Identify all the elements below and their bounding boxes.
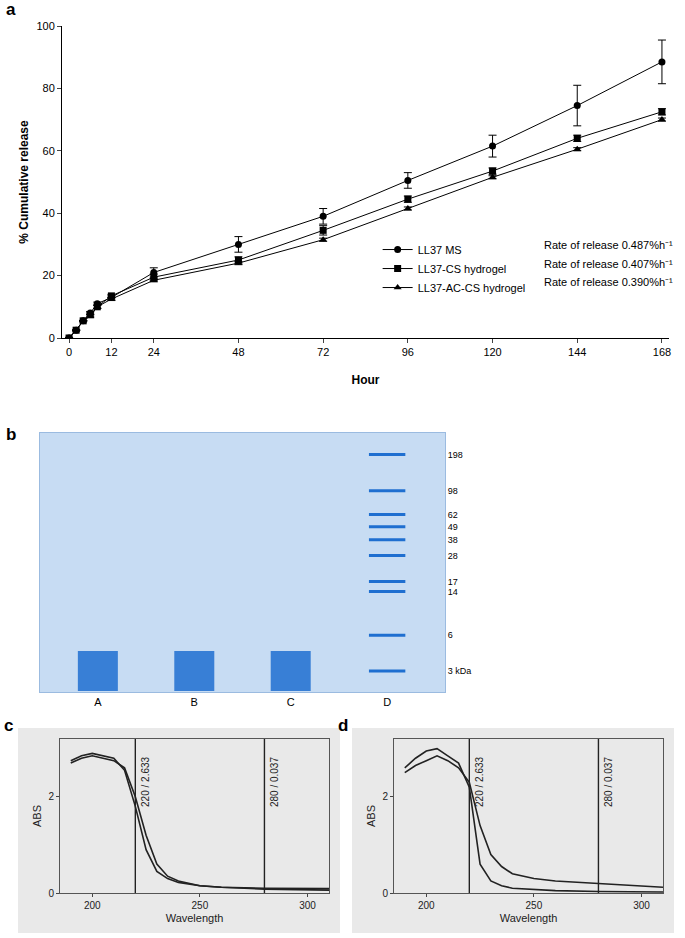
html-text:d: d [338,716,349,735]
svg-text:Wavelength: Wavelength [166,912,224,924]
svg-text:0: 0 [49,332,55,344]
svg-text:300: 300 [299,900,316,911]
svg-text:D: D [383,696,391,708]
svg-text:0: 0 [48,888,54,899]
svg-text:96: 96 [402,346,414,358]
svg-text:0: 0 [382,888,388,899]
svg-text:3 kDa: 3 kDa [448,666,472,676]
svg-text:24: 24 [148,346,160,358]
svg-text:28: 28 [448,551,458,561]
svg-text:20: 20 [43,269,55,281]
svg-text:62: 62 [448,510,458,520]
svg-text:B: B [191,696,198,708]
svg-text:0: 0 [66,346,72,358]
svg-text:198: 198 [448,450,463,460]
html-text:c: c [4,716,14,735]
svg-text:14: 14 [448,587,458,597]
svg-text:280 / 0.037: 280 / 0.037 [269,757,280,807]
svg-text:Wavelength: Wavelength [500,912,558,924]
svg-text:60: 60 [43,145,55,157]
svg-text:280 / 0.037: 280 / 0.037 [603,757,614,807]
html-text:b: b [6,425,17,444]
svg-text:200: 200 [84,900,101,911]
svg-text:250: 250 [192,900,209,911]
svg-text:2: 2 [48,791,54,802]
svg-text:49: 49 [448,522,458,532]
svg-text:6: 6 [448,630,453,640]
svg-text:2: 2 [382,791,388,802]
svg-text:98: 98 [448,486,458,496]
svg-text:LL37-CS hydrogel: LL37-CS hydrogel [418,263,507,275]
svg-text:72: 72 [317,346,329,358]
svg-text:100: 100 [36,20,54,32]
svg-text:80: 80 [43,82,55,94]
svg-text:ABS: ABS [365,805,377,827]
svg-text:12: 12 [105,346,117,358]
svg-text:C: C [287,696,295,708]
svg-text:38: 38 [448,535,458,545]
html-text:a: a [6,0,16,19]
svg-text:ABS: ABS [31,805,43,827]
svg-text:Rate of release 0.407%h⁻¹: Rate of release 0.407%h⁻¹ [544,258,673,270]
svg-text:LL37 MS: LL37 MS [418,244,462,256]
svg-text:200: 200 [418,900,435,911]
svg-text:Rate of release 0.487%h⁻¹: Rate of release 0.487%h⁻¹ [544,239,673,251]
svg-text:40: 40 [43,207,55,219]
svg-text:Rate of release 0.390%h⁻¹: Rate of release 0.390%h⁻¹ [544,276,673,288]
svg-text:48: 48 [232,346,244,358]
svg-text:250: 250 [526,900,543,911]
svg-text:168: 168 [653,346,671,358]
svg-text:Hour: Hour [352,373,380,387]
svg-text:LL37-AC-CS hydrogel: LL37-AC-CS hydrogel [418,282,526,294]
svg-text:220 / 2.633: 220 / 2.633 [140,756,151,806]
svg-text:17: 17 [448,577,458,587]
svg-text:A: A [94,696,102,708]
svg-text:% Cumulative release: % Cumulative release [17,120,31,244]
svg-text:220 / 2.633: 220 / 2.633 [474,756,485,806]
svg-text:144: 144 [568,346,586,358]
svg-text:120: 120 [483,346,501,358]
svg-text:300: 300 [633,900,650,911]
